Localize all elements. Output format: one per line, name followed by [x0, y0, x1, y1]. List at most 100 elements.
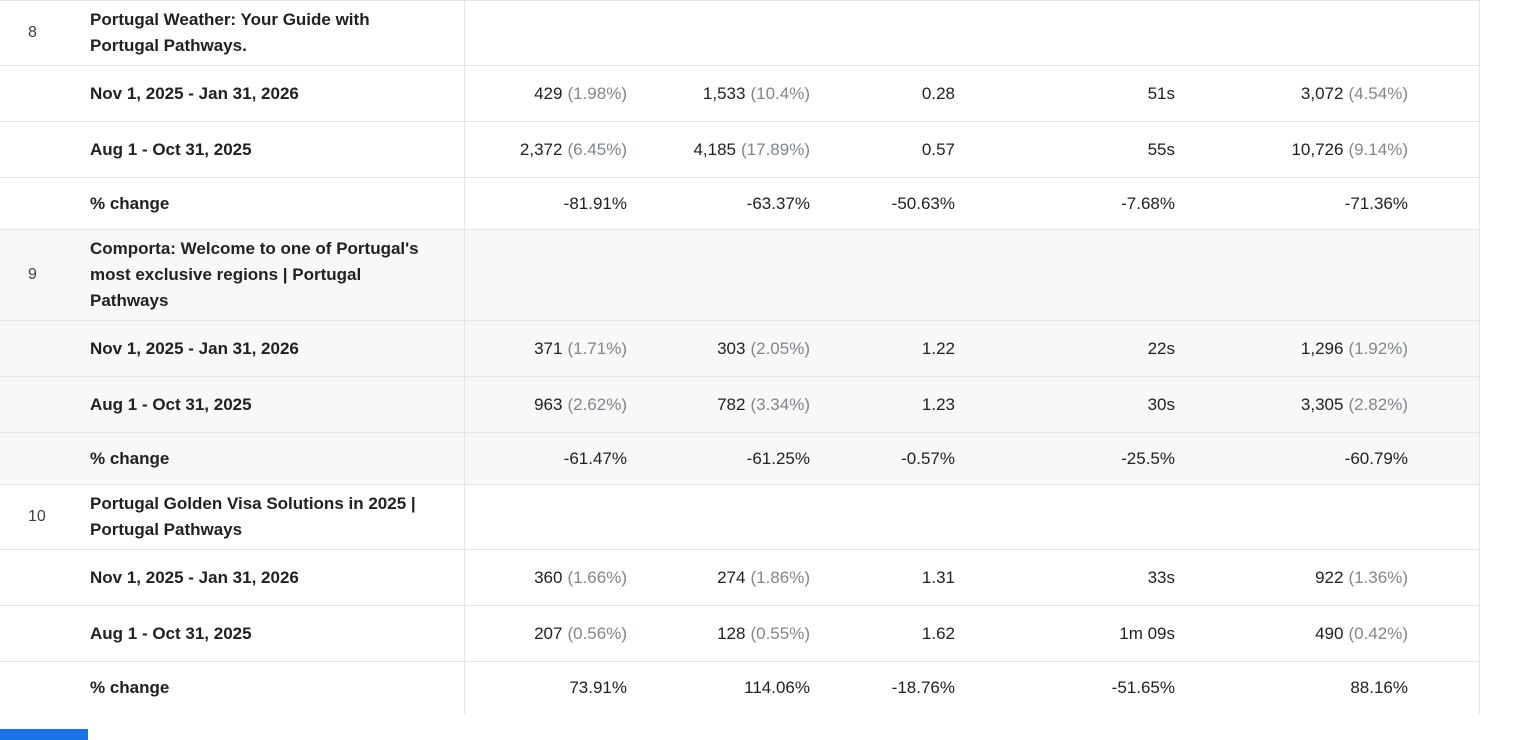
- percent-change-row: % change -81.91% -63.37% -50.63% -7.68% -71.3…: [0, 178, 1479, 230]
- metric-cell: 3,072 (4.54%): [1183, 84, 1416, 104]
- metric-cell: -60.79%: [1183, 449, 1416, 469]
- page-title: Portugal Weather: Your Guide with Portug…: [88, 1, 465, 65]
- metric-percent-of-total: (17.89%): [741, 139, 810, 159]
- metric-cell: 0.57: [818, 140, 963, 160]
- percent-change-label: % change: [88, 433, 465, 484]
- metric-value: -71.36%: [1344, 193, 1408, 213]
- metric-value: 1.22: [921, 338, 955, 358]
- metric-cell: 429 (1.98%): [465, 84, 635, 104]
- metric-cell: 1.23: [818, 395, 963, 415]
- row-number-spacer: [0, 122, 88, 177]
- metric-value: -60.79%: [1344, 448, 1408, 468]
- metric-percent-of-total: (2.62%): [567, 394, 627, 414]
- metric-percent-of-total: (0.42%): [1348, 623, 1408, 643]
- metric-value: 1,296: [1300, 338, 1344, 358]
- row-number-spacer: [0, 66, 88, 121]
- row-number-spacer: [0, 377, 88, 432]
- metric-cell: -51.65%: [963, 678, 1183, 698]
- metric-cell: 490 (0.42%): [1183, 624, 1416, 644]
- metric-cell: 922 (1.36%): [1183, 568, 1416, 588]
- date-range-label: Nov 1, 2025 - Jan 31, 2026: [88, 550, 465, 605]
- row-number: 10: [28, 508, 46, 525]
- metric-percent-of-total: (10.4%): [750, 83, 810, 103]
- metric-value: -61.25%: [746, 448, 810, 468]
- metric-percent-of-total: (1.66%): [567, 567, 627, 587]
- date-range-row: Nov 1, 2025 - Jan 31, 2026 429 (1.98%) 1,53…: [0, 66, 1479, 122]
- date-range-row: Aug 1 - Oct 31, 2025 963 (2.62%) 782 (3.34%)…: [0, 377, 1479, 433]
- percent-change-row: % change -61.47% -61.25% -0.57% -25.5% -60.79…: [0, 433, 1479, 485]
- metric-value: 782: [717, 394, 746, 414]
- metric-cell: 207 (0.56%): [465, 624, 635, 644]
- date-range-label: Nov 1, 2025 - Jan 31, 2026: [88, 321, 465, 376]
- metric-percent-of-total: (1.86%): [750, 567, 810, 587]
- row-number-spacer: [0, 178, 88, 229]
- metric-cell: 33s: [963, 568, 1183, 588]
- metric-value: 30s: [1147, 394, 1175, 414]
- metric-cell: 128 (0.55%): [635, 624, 818, 644]
- metric-cell: 114.06%: [635, 678, 818, 698]
- metric-value: 963: [534, 394, 563, 414]
- metric-cell: -0.57%: [818, 449, 963, 469]
- metric-value: -61.47%: [563, 448, 627, 468]
- row-number: 9: [28, 266, 37, 283]
- row-number-spacer: [0, 433, 88, 484]
- metric-cell: 274 (1.86%): [635, 568, 818, 588]
- metric-cell: -18.76%: [818, 678, 963, 698]
- row-number-spacer: [0, 662, 88, 714]
- metric-cell: 4,185 (17.89%): [635, 140, 818, 160]
- metric-cell: -71.36%: [1183, 194, 1416, 214]
- metric-cell: 303 (2.05%): [635, 339, 818, 359]
- percent-change-label: % change: [88, 662, 465, 714]
- metric-cell: 2,372 (6.45%): [465, 140, 635, 160]
- metric-value: 1,533: [702, 83, 746, 103]
- metric-value: 360: [534, 567, 563, 587]
- empty-metrics-area: [465, 485, 1480, 549]
- metric-value: -81.91%: [563, 193, 627, 213]
- horizontal-scrollbar-thumb[interactable]: [0, 729, 88, 740]
- page-group-row: 9 Comporta: Welcome to one of Portugal's …: [0, 230, 1479, 321]
- metric-cell: 782 (3.34%): [635, 395, 818, 415]
- metric-cell: 1.62: [818, 624, 963, 644]
- date-range-label: Aug 1 - Oct 31, 2025: [88, 122, 465, 177]
- metric-cell: -63.37%: [635, 194, 818, 214]
- metric-value: 55s: [1147, 139, 1175, 159]
- empty-metrics-area: [465, 230, 1480, 320]
- percent-change-label: % change: [88, 178, 465, 229]
- metric-value: 1.62: [921, 623, 955, 643]
- date-range-row: Nov 1, 2025 - Jan 31, 2026 360 (1.66%) 274(…: [0, 550, 1479, 606]
- page-title: Comporta: Welcome to one of Portugal's m…: [88, 230, 465, 320]
- metric-cell: 88.16%: [1183, 678, 1416, 698]
- metric-value: 51s: [1147, 83, 1175, 103]
- metric-percent-of-total: (4.54%): [1348, 83, 1408, 103]
- metric-cell: -25.5%: [963, 449, 1183, 469]
- metric-percent-of-total: (1.92%): [1348, 338, 1408, 358]
- row-number: 8: [28, 24, 37, 41]
- metric-value: 1.23: [921, 394, 955, 414]
- row-number-spacer: [0, 550, 88, 605]
- metric-cell: 3,305 (2.82%): [1183, 395, 1416, 415]
- page-title: Portugal Golden Visa Solutions in 2025 |…: [88, 485, 465, 549]
- metric-value: 207: [534, 623, 563, 643]
- metric-percent-of-total: (1.36%): [1348, 567, 1408, 587]
- metric-percent-of-total: (2.05%): [750, 338, 810, 358]
- metric-cell: 0.28: [818, 84, 963, 104]
- metric-percent-of-total: (6.45%): [567, 139, 627, 159]
- metric-cell: 30s: [963, 395, 1183, 415]
- metric-value: -50.63%: [891, 193, 955, 213]
- metric-value: 2,372: [519, 139, 563, 159]
- metric-cell: 1,533 (10.4%): [635, 84, 818, 104]
- metric-cell: 963 (2.62%): [465, 395, 635, 415]
- row-number-spacer: [0, 606, 88, 661]
- page-group-row: 8 Portugal Weather: Your Guide with Portu…: [0, 1, 1479, 66]
- metric-cell: -81.91%: [465, 194, 635, 214]
- metric-cell: 22s: [963, 339, 1183, 359]
- metric-value: 274: [717, 567, 746, 587]
- date-range-label: Nov 1, 2025 - Jan 31, 2026: [88, 66, 465, 121]
- metric-cell: 1m 09s: [963, 624, 1183, 644]
- metric-value: 371: [534, 338, 563, 358]
- date-range-label: Aug 1 - Oct 31, 2025: [88, 606, 465, 661]
- metric-cell: -61.47%: [465, 449, 635, 469]
- metric-percent-of-total: (1.98%): [567, 83, 627, 103]
- metric-value: 4,185: [693, 139, 737, 159]
- metric-value: -25.5%: [1121, 448, 1175, 468]
